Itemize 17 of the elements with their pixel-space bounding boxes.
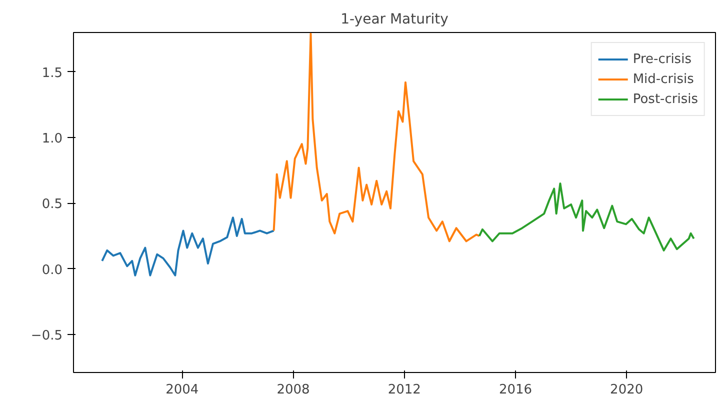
x-tick-label: 2004 — [166, 382, 199, 398]
y-tick-label: 1.0 — [42, 132, 63, 147]
x-tick-label: 2008 — [276, 382, 310, 398]
y-tick-label: 0.5 — [42, 197, 63, 212]
y-tick-label: 1.5 — [42, 66, 63, 81]
chart-title: 1-year Maturity — [340, 12, 448, 28]
x-tick-label: 2020 — [610, 382, 644, 398]
y-tick-label: −0.5 — [30, 328, 63, 344]
x-tick-label: 2016 — [498, 382, 532, 398]
x-tick-label: 2012 — [388, 382, 421, 398]
legend-label: Mid-crisis — [632, 72, 694, 86]
line-series — [478, 182, 695, 252]
legend-label: Post-crisis — [632, 92, 698, 106]
line-series — [101, 216, 275, 276]
line-series — [272, 32, 480, 242]
y-tick-label: 0.0 — [42, 262, 63, 278]
legend-label: Pre-crisis — [632, 52, 692, 66]
